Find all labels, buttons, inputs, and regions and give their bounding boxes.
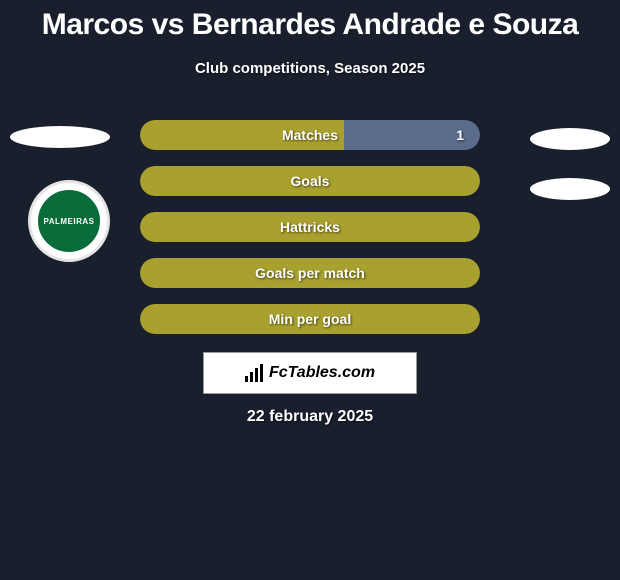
stat-bar: Goals per match [140, 258, 480, 288]
stat-label: Goals [291, 173, 330, 189]
brand-label: FcTables.com [269, 364, 375, 382]
stat-bar: Min per goal [140, 304, 480, 334]
stats-container: Matches 1 Goals Hattricks Goals per match Min… [140, 120, 480, 350]
stat-label: Goals per match [255, 265, 365, 281]
stat-bar: Hattricks [140, 212, 480, 242]
player-right-placeholder-1 [530, 128, 610, 150]
stat-bar: Goals [140, 166, 480, 196]
player-right-placeholder-2 [530, 178, 610, 200]
stat-value-right: 1 [456, 127, 464, 143]
subtitle: Club competitions, Season 2025 [0, 60, 620, 77]
club-badge: PALMEIRAS [28, 180, 110, 262]
brand-badge: FcTables.com [203, 352, 417, 394]
date-text: 22 february 2025 [0, 408, 620, 426]
stat-label: Matches [282, 127, 338, 143]
club-badge-text: PALMEIRAS [43, 217, 94, 226]
club-badge-inner: PALMEIRAS [36, 188, 102, 254]
chart-icon [245, 364, 263, 382]
page-title: Marcos vs Bernardes Andrade e Souza [0, 0, 620, 42]
player-left-placeholder [10, 126, 110, 148]
stat-bar: Matches 1 [140, 120, 480, 150]
stat-label: Hattricks [280, 219, 340, 235]
stat-label: Min per goal [269, 311, 351, 327]
